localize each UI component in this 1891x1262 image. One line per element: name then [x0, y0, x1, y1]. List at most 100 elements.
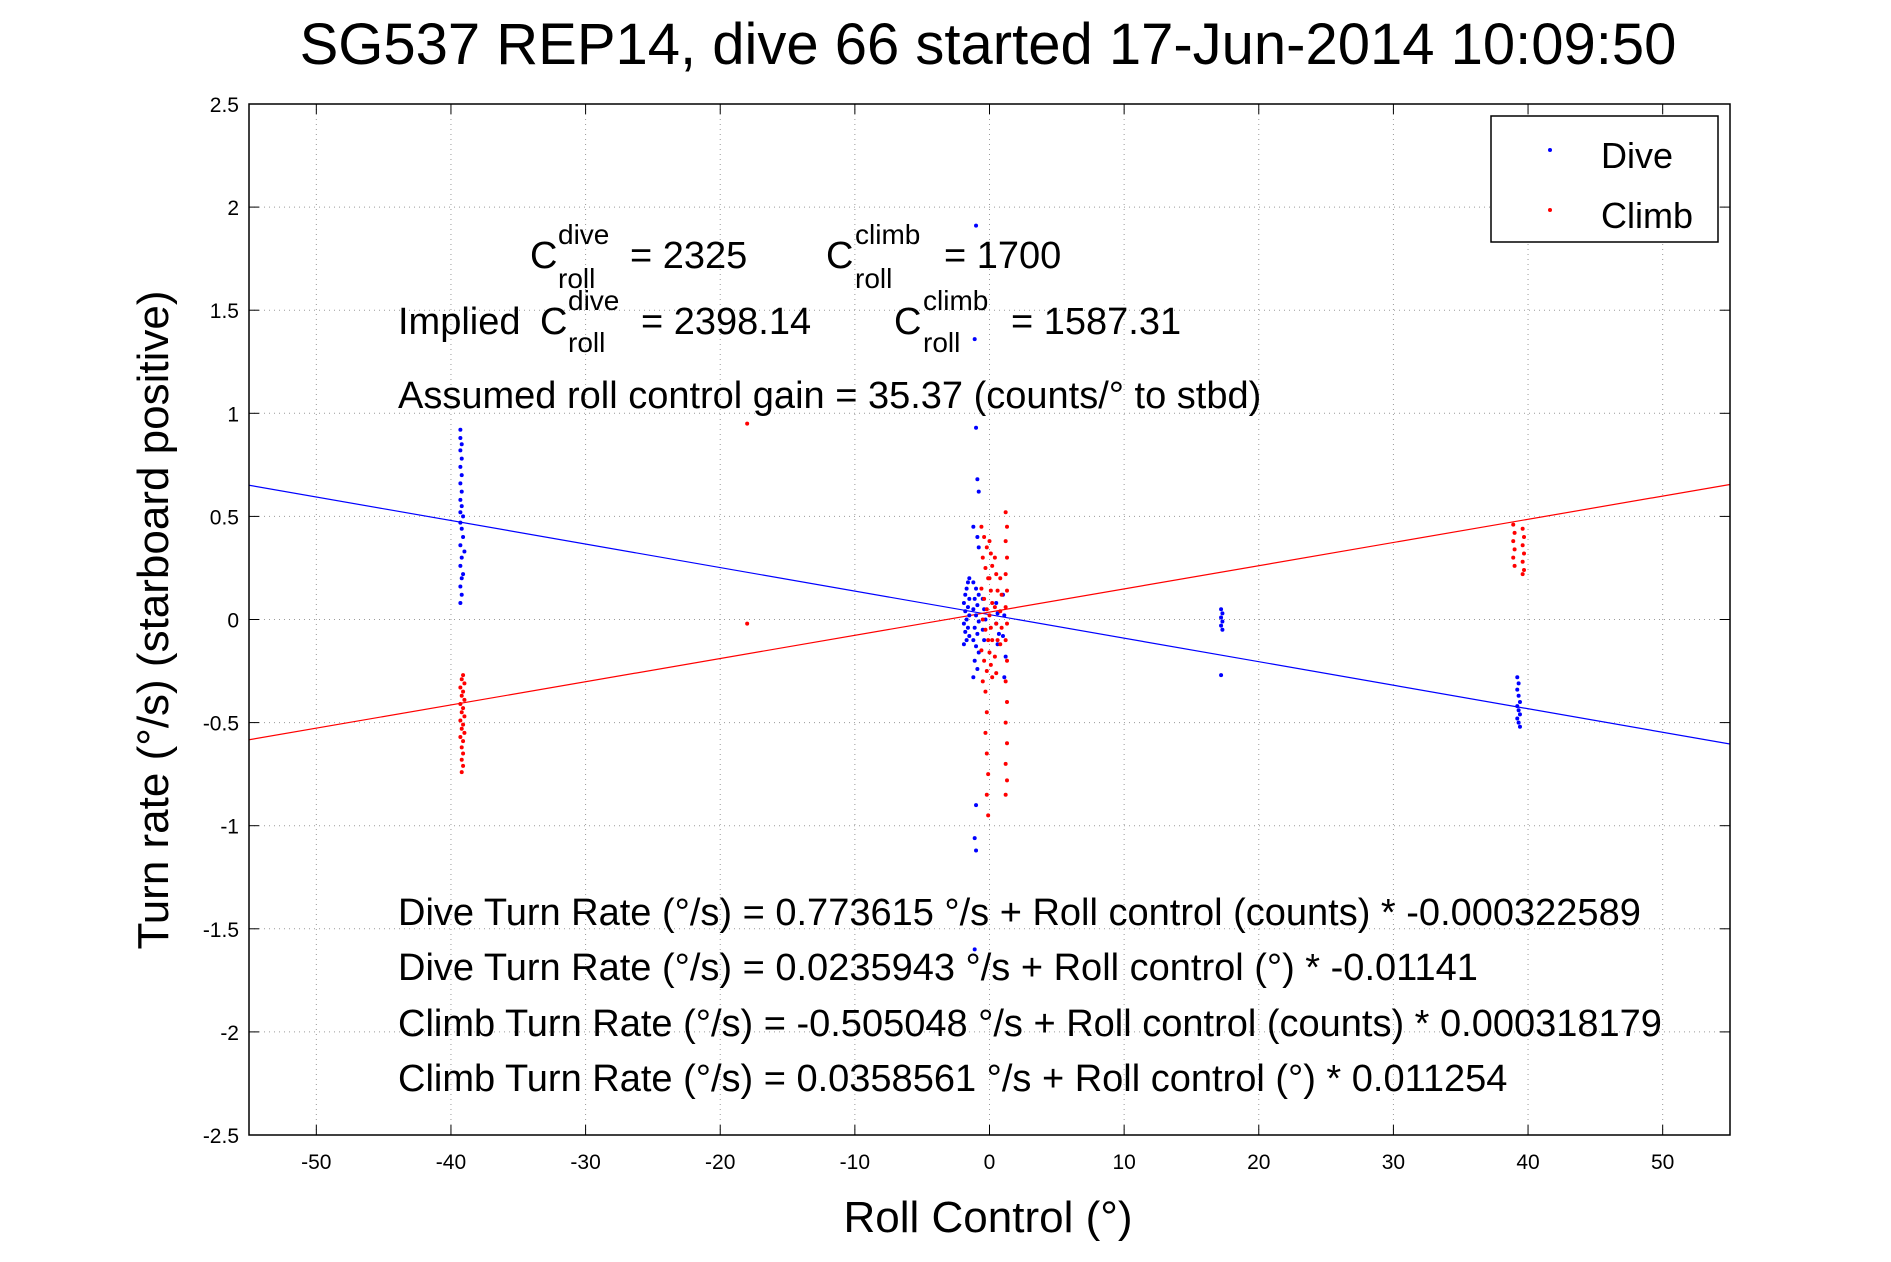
y-tick-label: -2.5: [203, 1125, 239, 1148]
climb-point: [458, 702, 463, 707]
climb-point: [461, 689, 466, 694]
dive-point: [1515, 687, 1520, 692]
dive-point: [1515, 675, 1520, 680]
climb-point: [461, 763, 466, 768]
dive-point: [971, 580, 976, 585]
dive-point: [1516, 720, 1521, 725]
climb-point: [1005, 778, 1010, 783]
c-dive-base: C: [530, 235, 557, 277]
dive-point: [965, 605, 970, 610]
climb-point: [990, 638, 995, 643]
climb-point: [987, 576, 992, 581]
dive-point: [975, 603, 980, 608]
dive-point: [1219, 615, 1224, 620]
climb-point: [998, 609, 1003, 614]
dive-point: [972, 625, 977, 630]
dive-point: [459, 456, 464, 461]
implied-dive-base: C: [540, 301, 567, 343]
climb-point: [979, 586, 984, 591]
data-points: [458, 223, 1527, 952]
implied-dive-value: = 2398.14: [641, 301, 811, 343]
y-tick-label: -0.5: [203, 713, 239, 736]
dive-point: [996, 631, 1001, 636]
climb-point: [990, 563, 995, 568]
climb-point: [459, 726, 464, 731]
climb-point: [995, 638, 1000, 643]
dive-point: [971, 638, 976, 643]
x-tick-label: -10: [840, 1151, 870, 1174]
legend-climb-marker: [1548, 208, 1552, 212]
dive-point: [459, 442, 464, 447]
climb-point: [1005, 555, 1010, 560]
climb-point: [983, 689, 988, 694]
climb-point: [1520, 572, 1525, 577]
climb-point: [462, 730, 467, 735]
dive-point: [458, 584, 463, 589]
chart-title: SG537 REP14, dive 66 started 17-Jun-2014…: [300, 12, 1677, 77]
climb-point: [459, 677, 464, 682]
climb-point: [1522, 551, 1527, 556]
dive-point: [1003, 654, 1008, 659]
c-dive-annotation: C dive roll = 2325: [530, 219, 747, 294]
dive-point: [974, 223, 979, 228]
climb-point: [988, 551, 993, 556]
x-tick-label: 30: [1382, 1151, 1405, 1174]
dive-point: [967, 596, 972, 601]
dive-point: [1516, 681, 1521, 686]
dive-point: [975, 535, 980, 540]
climb-point: [984, 751, 989, 756]
dive-point: [461, 514, 466, 519]
x-tick-label: -20: [705, 1151, 735, 1174]
climb-point: [983, 730, 988, 735]
c-dive-sup: dive: [558, 219, 609, 250]
climb-point: [745, 421, 750, 426]
dive-point: [1515, 716, 1520, 721]
x-tick-label: 40: [1516, 1151, 1539, 1174]
equation-climb-degrees: Climb Turn Rate (°/s) = 0.0358561 °/s + …: [398, 1058, 1507, 1100]
climb-point: [992, 605, 997, 610]
climb-point: [992, 555, 997, 560]
climb-point: [1522, 535, 1527, 540]
dive-point: [961, 621, 966, 626]
implied-dive-sub: roll: [568, 327, 605, 358]
climb-point: [1520, 526, 1525, 531]
climb-point: [459, 770, 464, 775]
climb-point: [986, 813, 991, 818]
y-tick-label: -2: [220, 1022, 239, 1045]
dive-point: [976, 619, 981, 624]
c-dive-value: = 2325: [630, 235, 747, 277]
climb-point: [984, 669, 989, 674]
climb-point: [1520, 559, 1525, 564]
climb-point: [984, 607, 989, 612]
climb-point: [1522, 568, 1527, 573]
dive-point: [967, 633, 972, 638]
c-climb-value: = 1700: [944, 235, 1061, 277]
dive-point: [458, 520, 463, 525]
c-climb-annotation: C climb roll = 1700: [826, 219, 1061, 294]
dive-point: [975, 666, 980, 671]
climb-point: [1005, 741, 1010, 746]
implied-climb-sub: roll: [923, 327, 960, 358]
climb-point: [1003, 679, 1008, 684]
x-tick-label: -50: [301, 1151, 331, 1174]
gain-annotation: Assumed roll control gain = 35.37 (count…: [398, 375, 1261, 417]
climb-point: [1005, 621, 1010, 626]
climb-point: [1005, 588, 1010, 593]
dive-point: [976, 592, 981, 597]
dive-point: [458, 464, 463, 469]
climb-point: [459, 693, 464, 698]
dive-point: [963, 609, 968, 614]
climb-point: [994, 572, 999, 577]
climb-point: [982, 658, 987, 663]
climb-point: [984, 710, 989, 715]
climb-point: [459, 757, 464, 762]
dive-point: [976, 489, 981, 494]
dive-point: [964, 617, 969, 622]
climb-point: [1520, 543, 1525, 548]
dive-point: [458, 601, 463, 606]
climb-point: [988, 662, 993, 667]
dive-point: [458, 448, 463, 453]
climb-point: [461, 673, 466, 678]
implied-prefix: Implied: [398, 301, 521, 343]
implied-climb-value: = 1587.31: [1011, 301, 1181, 343]
